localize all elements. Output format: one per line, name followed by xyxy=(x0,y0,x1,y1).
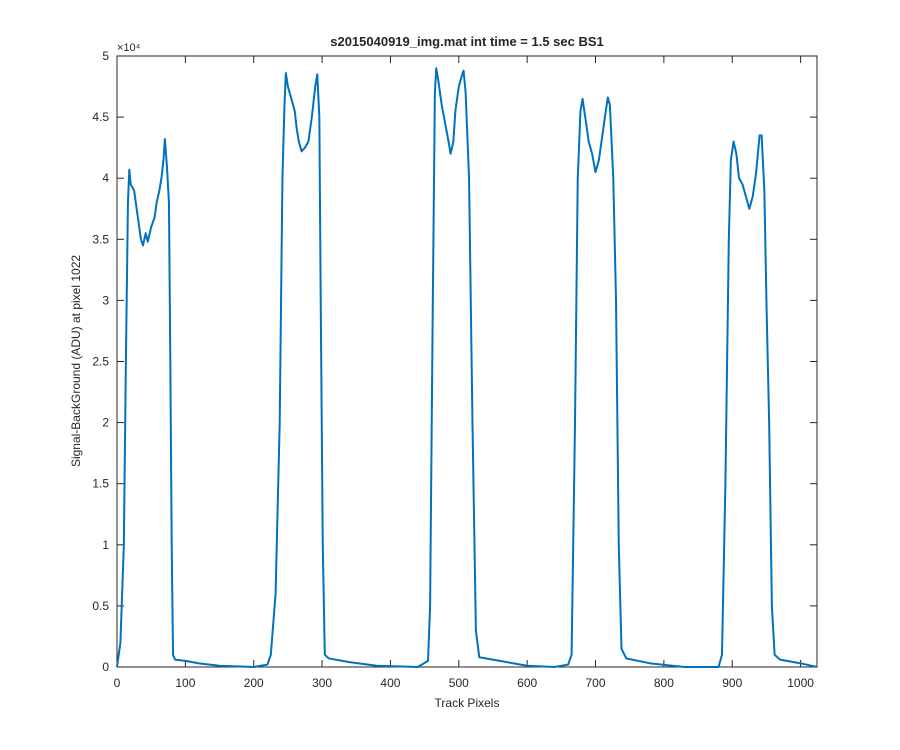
x-tick-label: 900 xyxy=(722,676,742,690)
y-tick-label: 1.5 xyxy=(92,477,109,491)
x-tick-label: 200 xyxy=(244,676,264,690)
y-tick-label: 2 xyxy=(102,416,109,430)
y-multiplier: ×10⁴ xyxy=(117,42,141,54)
y-tick-label: 0 xyxy=(102,660,109,674)
data-line xyxy=(116,67,818,668)
x-tick-label: 1000 xyxy=(787,676,814,690)
y-axis-label: Signal-BackGround (ADU) at pixel 1022 xyxy=(69,255,83,467)
y-tick-label: 3 xyxy=(102,293,109,307)
y-tick-label: 0.5 xyxy=(92,599,109,613)
x-tick-label: 600 xyxy=(517,676,537,690)
y-tick-label: 1 xyxy=(102,538,109,552)
y-tick-label: 2.5 xyxy=(92,355,109,369)
y-tick-label: 5 xyxy=(102,49,109,63)
x-tick-label: 500 xyxy=(449,676,469,690)
plot-area xyxy=(116,55,818,668)
x-tick-label: 700 xyxy=(586,676,606,690)
x-tick-label: 400 xyxy=(380,676,400,690)
x-tick-label: 300 xyxy=(312,676,332,690)
x-tick-label: 800 xyxy=(654,676,674,690)
y-tick-label: 3.5 xyxy=(92,232,109,246)
x-axis-label: Track Pixels xyxy=(435,696,500,710)
y-tick-label: 4 xyxy=(102,171,109,185)
y-tick-label: 4.5 xyxy=(92,110,109,124)
x-tick-label: 0 xyxy=(114,676,121,690)
x-tick-label: 100 xyxy=(175,676,195,690)
chart-title: s2015040919_img.mat int time = 1.5 sec B… xyxy=(330,34,604,49)
